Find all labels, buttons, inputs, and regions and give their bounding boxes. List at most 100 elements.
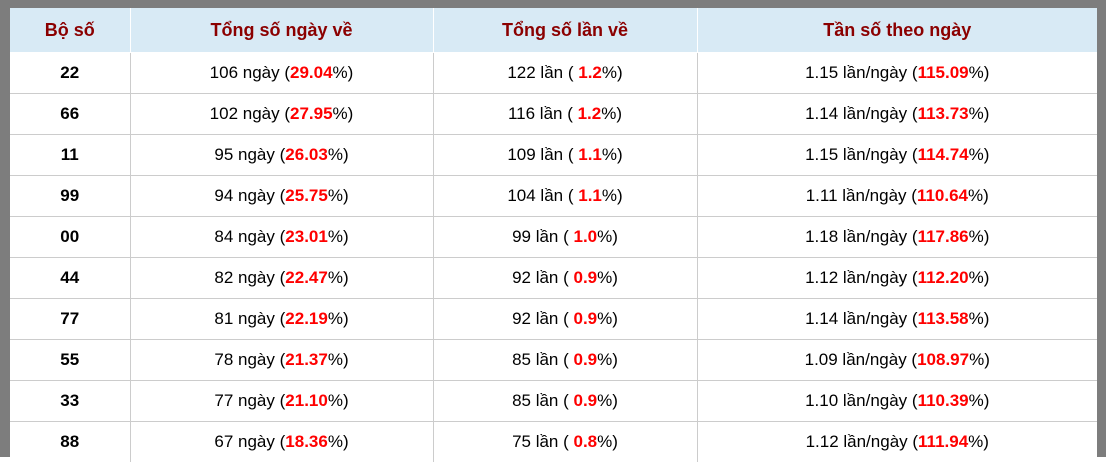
times-text: 85 lần (	[512, 391, 573, 410]
times-suffix: %)	[597, 227, 618, 246]
column-header-tong-so-ngay-ve: Tổng số ngày về	[130, 8, 433, 53]
freq-percent: 115.09	[918, 63, 969, 82]
table-row: 44 82 ngày (22.47%) 92 lần ( 0.9%) 1.12 …	[10, 258, 1097, 299]
days-suffix: %)	[328, 227, 349, 246]
cell-total-times: 85 lần ( 0.9%)	[433, 340, 697, 381]
freq-suffix: %)	[968, 186, 989, 205]
times-suffix: %)	[597, 350, 618, 369]
days-text: 95 ngày (	[214, 145, 285, 164]
times-text: 75 lần (	[512, 432, 573, 451]
freq-percent: 110.39	[918, 391, 969, 410]
cell-total-times: 85 lần ( 0.9%)	[433, 381, 697, 422]
days-percent: 26.03	[285, 145, 328, 164]
times-percent: 0.8	[574, 432, 598, 451]
freq-text: 1.12 lần/ngày (	[805, 268, 917, 287]
cell-frequency: 1.12 lần/ngày (112.20%)	[697, 258, 1097, 299]
days-suffix: %)	[328, 309, 349, 328]
times-percent: 1.1	[578, 145, 602, 164]
freq-text: 1.09 lần/ngày (	[805, 350, 917, 369]
times-text: 92 lần (	[512, 309, 573, 328]
cell-total-days: 82 ngày (22.47%)	[130, 258, 433, 299]
times-percent: 1.2	[578, 104, 602, 123]
freq-suffix: %)	[969, 391, 990, 410]
cell-number-set: 55	[10, 340, 130, 381]
days-percent: 21.10	[285, 391, 328, 410]
column-header-bo-so: Bộ số	[10, 8, 130, 53]
days-suffix: %)	[328, 145, 349, 164]
table-row: 33 77 ngày (21.10%) 85 lần ( 0.9%) 1.10 …	[10, 381, 1097, 422]
days-percent: 25.75	[285, 186, 328, 205]
days-text: 102 ngày (	[210, 104, 290, 123]
days-text: 78 ngày (	[214, 350, 285, 369]
days-percent: 27.95	[290, 104, 333, 123]
times-percent: 1.2	[578, 63, 602, 82]
days-suffix: %)	[328, 186, 349, 205]
column-header-tong-so-lan-ve: Tổng số lần về	[433, 8, 697, 53]
freq-text: 1.14 lần/ngày (	[805, 309, 917, 328]
freq-percent: 110.64	[917, 186, 968, 205]
table-row: 66 102 ngày (27.95%) 116 lần ( 1.2%) 1.1…	[10, 94, 1097, 135]
cell-total-days: 106 ngày (29.04%)	[130, 53, 433, 94]
cell-total-days: 77 ngày (21.10%)	[130, 381, 433, 422]
cell-total-days: 102 ngày (27.95%)	[130, 94, 433, 135]
days-suffix: %)	[328, 350, 349, 369]
cell-total-times: 116 lần ( 1.2%)	[433, 94, 697, 135]
cell-total-days: 67 ngày (18.36%)	[130, 422, 433, 462]
freq-suffix: %)	[969, 104, 990, 123]
times-suffix: %)	[597, 309, 618, 328]
freq-percent: 117.86	[918, 227, 969, 246]
cell-total-times: 92 lần ( 0.9%)	[433, 258, 697, 299]
column-header-tan-so-theo-ngay: Tần số theo ngày	[697, 8, 1097, 53]
table-row: 22 106 ngày (29.04%) 122 lần ( 1.2%) 1.1…	[10, 53, 1097, 94]
days-text: 106 ngày (	[210, 63, 290, 82]
freq-percent: 113.73	[918, 104, 969, 123]
cell-total-times: 92 lần ( 0.9%)	[433, 299, 697, 340]
table-row: 00 84 ngày (23.01%) 99 lần ( 1.0%) 1.18 …	[10, 217, 1097, 258]
freq-suffix: %)	[969, 145, 990, 164]
freq-suffix: %)	[969, 268, 990, 287]
table-row: 88 67 ngày (18.36%) 75 lần ( 0.8%) 1.12 …	[10, 422, 1097, 462]
days-percent: 21.37	[285, 350, 328, 369]
cell-frequency: 1.11 lần/ngày (110.64%)	[697, 176, 1097, 217]
days-percent: 23.01	[285, 227, 328, 246]
days-suffix: %)	[328, 268, 349, 287]
cell-frequency: 1.09 lần/ngày (108.97%)	[697, 340, 1097, 381]
times-text: 99 lần (	[512, 227, 573, 246]
freq-suffix: %)	[968, 432, 989, 451]
days-suffix: %)	[328, 432, 349, 451]
times-text: 122 lần (	[507, 63, 578, 82]
times-percent: 0.9	[574, 268, 598, 287]
cell-total-times: 122 lần ( 1.2%)	[433, 53, 697, 94]
cell-total-times: 104 lần ( 1.1%)	[433, 176, 697, 217]
days-suffix: %)	[333, 63, 354, 82]
table-body: 22 106 ngày (29.04%) 122 lần ( 1.2%) 1.1…	[10, 53, 1097, 462]
table-header: Bộ số Tổng số ngày về Tổng số lần về Tần…	[10, 8, 1097, 53]
cell-number-set: 44	[10, 258, 130, 299]
times-percent: 1.0	[574, 227, 598, 246]
days-text: 77 ngày (	[214, 391, 285, 410]
times-text: 109 lần (	[507, 145, 578, 164]
freq-percent: 108.97	[917, 350, 969, 369]
cell-total-times: 75 lần ( 0.8%)	[433, 422, 697, 462]
times-suffix: %)	[601, 104, 622, 123]
cell-number-set: 11	[10, 135, 130, 176]
times-percent: 1.1	[578, 186, 602, 205]
freq-text: 1.15 lần/ngày (	[805, 63, 917, 82]
days-text: 81 ngày (	[214, 309, 285, 328]
cell-number-set: 77	[10, 299, 130, 340]
cell-number-set: 33	[10, 381, 130, 422]
cell-frequency: 1.14 lần/ngày (113.58%)	[697, 299, 1097, 340]
times-suffix: %)	[602, 145, 623, 164]
freq-percent: 114.74	[918, 145, 969, 164]
times-text: 104 lần (	[507, 186, 578, 205]
times-suffix: %)	[597, 432, 618, 451]
freq-text: 1.14 lần/ngày (	[805, 104, 917, 123]
cell-total-days: 81 ngày (22.19%)	[130, 299, 433, 340]
times-percent: 0.9	[574, 350, 598, 369]
table-row: 99 94 ngày (25.75%) 104 lần ( 1.1%) 1.11…	[10, 176, 1097, 217]
freq-text: 1.12 lần/ngày (	[806, 432, 918, 451]
cell-number-set: 66	[10, 94, 130, 135]
cell-total-days: 95 ngày (26.03%)	[130, 135, 433, 176]
freq-text: 1.11 lần/ngày (	[806, 186, 917, 205]
